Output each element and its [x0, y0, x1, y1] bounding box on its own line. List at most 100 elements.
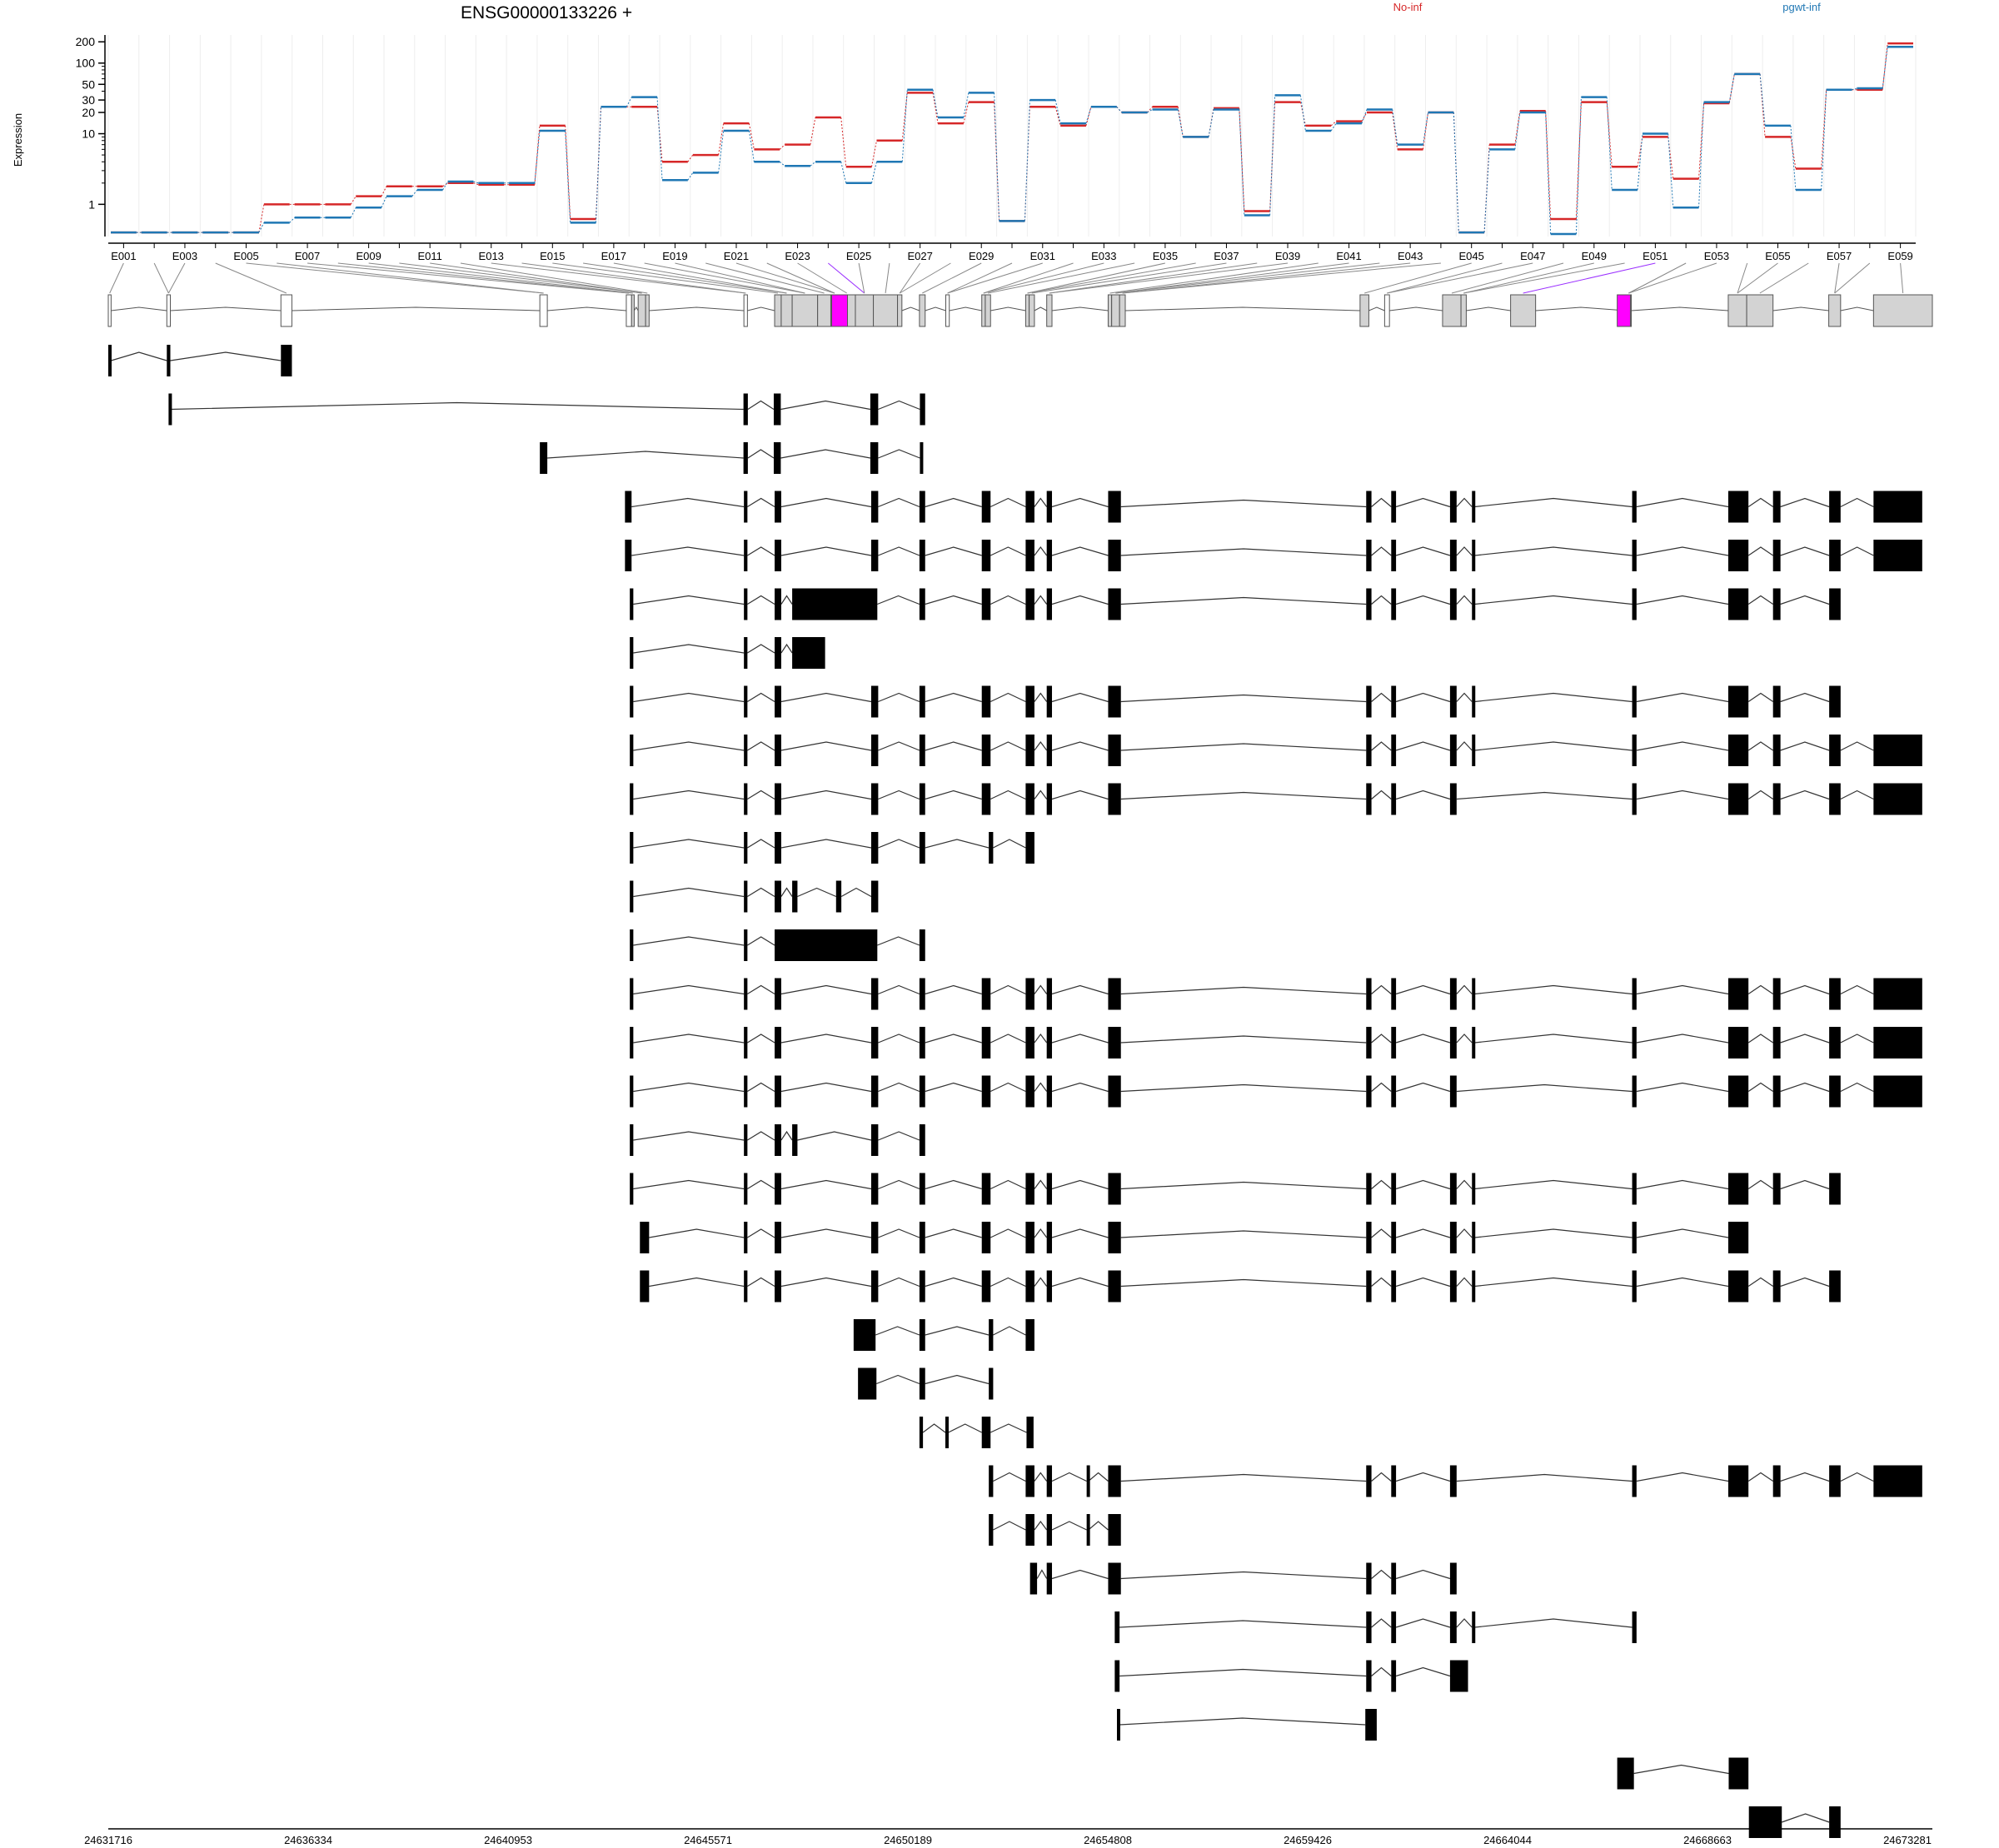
transcript-exon: [1366, 1270, 1372, 1303]
transcript-exon: [1366, 1660, 1372, 1692]
transcript-exon: [870, 685, 879, 718]
transcript-intron: [1051, 546, 1109, 556]
transcript-exon: [744, 1173, 748, 1205]
transcript-intron: [780, 790, 872, 800]
gene-model-intron: [1389, 306, 1443, 311]
transcript-exon: [1472, 978, 1476, 1010]
exon-tick-label: E003: [172, 250, 197, 262]
transcript-exon: [1114, 1611, 1120, 1643]
gene-model-intron: [1772, 306, 1829, 311]
transcript-intron: [1474, 984, 1633, 995]
chart-title: ENSG00000133226 +: [461, 3, 632, 22]
transcript-exon: [989, 1465, 994, 1497]
transcript-intron: [1636, 741, 1729, 751]
transcript-exon: [1108, 588, 1121, 620]
exon-tick-label: E049: [1582, 250, 1607, 262]
transcript-exon: [792, 637, 825, 669]
transcript-intron: [633, 644, 745, 654]
transcript-intron: [780, 1034, 872, 1044]
transcript-intron: [1474, 497, 1633, 508]
transcript-row: [108, 345, 292, 376]
transcript-intron: [780, 1179, 872, 1190]
transcript-intron: [1395, 1666, 1451, 1677]
transcript-intron: [878, 1277, 920, 1288]
transcript-exon: [1025, 1319, 1034, 1351]
transcript-intron: [1371, 546, 1392, 556]
transcript-exon: [1727, 1465, 1749, 1497]
series-connector: [1852, 87, 1857, 91]
transcript-exon: [989, 1514, 994, 1546]
transcript-intron: [1371, 1666, 1392, 1676]
vertical-grid: [107, 35, 1917, 237]
transcript-intron: [990, 595, 1026, 605]
transcript-exon: [870, 540, 879, 571]
exon-tick-label: E035: [1153, 250, 1178, 262]
exon-connector: [899, 262, 951, 294]
transcript-exon: [1025, 540, 1034, 571]
series-connector: [565, 131, 571, 223]
transcript-intron: [1474, 1618, 1633, 1628]
gene-model-exon: [985, 294, 991, 327]
genomic-coordinate-axis: 24631716 24636334 24640953 24645571 24650189…: [84, 1828, 1932, 1846]
transcript-row: [625, 540, 1922, 571]
transcript-intron: [1780, 1472, 1830, 1482]
transcript-intron: [1780, 984, 1830, 995]
transcript-exon: [1366, 491, 1372, 523]
transcript-row: [1029, 1562, 1457, 1595]
transcript-intron: [1119, 1620, 1367, 1628]
series-connector: [595, 107, 601, 223]
transcript-exon: [870, 832, 879, 864]
gene-model-exon: [981, 294, 986, 327]
transcript-intron: [1474, 692, 1633, 703]
transcript-intron: [840, 887, 872, 898]
transcript-intron: [1395, 1082, 1451, 1093]
transcript-exon: [1391, 588, 1397, 620]
exon-connector: [1115, 262, 1380, 294]
gene-model-exon: [1460, 294, 1467, 327]
series-connector: [1392, 109, 1398, 145]
transcript-exon: [281, 345, 292, 376]
transcript-exon: [1829, 491, 1841, 523]
transcript-intron: [993, 1472, 1026, 1482]
transcript-exon: [919, 1075, 925, 1108]
transcript-exon: [1829, 735, 1841, 766]
transcript-exon: [1366, 540, 1372, 571]
transcript-exon: [920, 442, 924, 474]
exon-tick-label: E017: [601, 250, 626, 262]
transcript-models: [108, 345, 1922, 1838]
series-connector: [810, 161, 816, 167]
transcript-row: [630, 978, 1922, 1010]
transcript-exon: [1772, 588, 1781, 620]
transcript-intron: [1747, 984, 1774, 994]
series-connector: [1177, 109, 1184, 137]
transcript-exon: [1366, 1173, 1372, 1205]
transcript-intron: [878, 839, 920, 849]
transcript-row: [858, 1367, 994, 1400]
transcript-intron: [1120, 1473, 1367, 1482]
exon-connector: [1387, 262, 1533, 294]
gene-model-intron: [633, 306, 639, 311]
transcript-intron: [990, 984, 1026, 995]
transcript-exon: [775, 588, 781, 620]
transcript-intron: [780, 1130, 793, 1141]
transcript-exon: [630, 735, 634, 766]
transcript-intron: [1747, 1034, 1774, 1044]
transcript-exon: [540, 442, 548, 474]
gene-model-intron: [925, 306, 946, 311]
transcript-exon: [981, 1222, 991, 1253]
exon-connector: [368, 262, 633, 294]
transcript-intron: [633, 741, 745, 751]
transcript-exon: [1449, 1660, 1468, 1692]
exon-connector: [246, 262, 544, 294]
transcript-exon: [919, 735, 925, 766]
transcript-exon: [630, 929, 634, 961]
transcript-intron: [1395, 595, 1451, 605]
transcript-intron: [633, 1131, 745, 1141]
exon-connectors: [109, 262, 1904, 294]
transcript-exon: [1472, 1173, 1476, 1205]
gene-model-exon: [1046, 294, 1053, 327]
coordinate-tick-label: 24650189: [884, 1834, 932, 1846]
transcript-exon: [1632, 540, 1637, 571]
gene-model-exon: [166, 294, 172, 327]
series-connector: [1790, 125, 1797, 191]
